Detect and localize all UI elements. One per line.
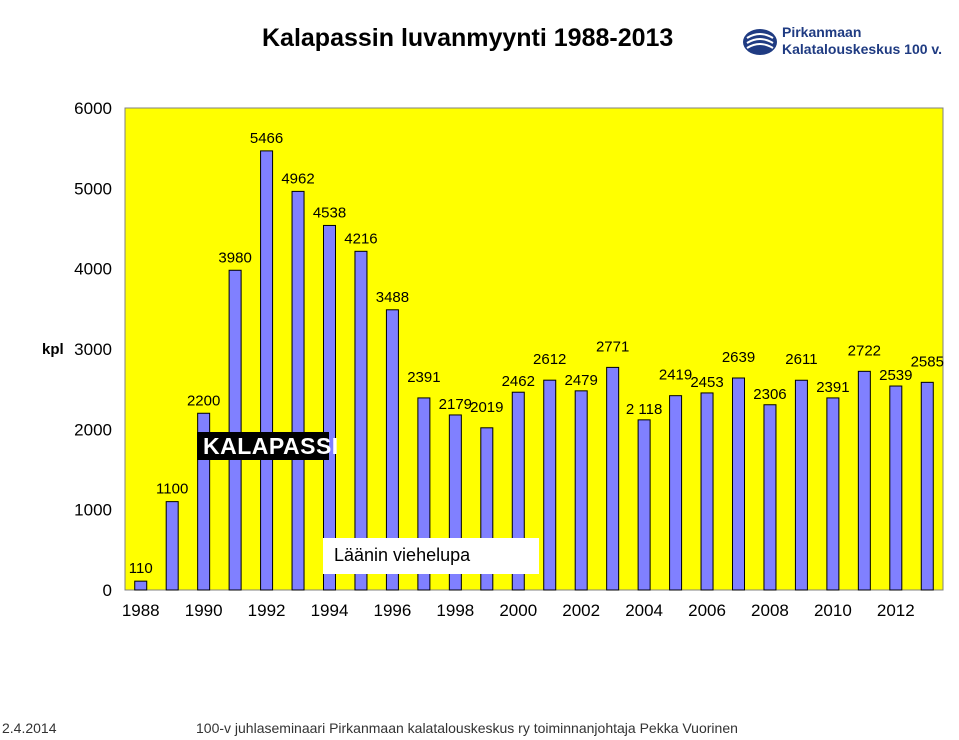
data-label: 2585 (911, 353, 944, 370)
bar (228, 269, 242, 591)
bar (606, 366, 620, 591)
bar (794, 379, 808, 591)
bar (134, 580, 148, 591)
x-tick-label: 1994 (311, 601, 349, 620)
pirkanmaan-logo: Pirkanmaan Kalatalouskeskus 100 v. (742, 24, 947, 60)
bar (826, 397, 840, 591)
data-label: 1100 (156, 481, 188, 498)
logo-line1: Pirkanmaan (782, 24, 862, 40)
bar (889, 385, 903, 591)
x-tick-label: 2010 (814, 601, 852, 620)
bar (700, 392, 714, 591)
kalapassi-logo (197, 432, 329, 460)
x-tick-label: 2004 (625, 601, 663, 620)
data-label: 2179 (439, 396, 472, 413)
bar (857, 370, 871, 591)
data-label: 2612 (533, 351, 566, 368)
data-label: 2391 (816, 379, 849, 396)
data-label: 3980 (218, 249, 251, 266)
y-tick-label: 0 (103, 581, 112, 600)
data-label: 2771 (596, 338, 629, 355)
x-tick-label: 1990 (185, 601, 223, 620)
data-label: 4216 (344, 230, 377, 247)
y-tick-label: 6000 (74, 99, 112, 118)
data-label: 2462 (502, 373, 535, 390)
bar (920, 381, 934, 591)
data-label: 2391 (407, 369, 440, 386)
bar (323, 224, 336, 591)
data-label: 2639 (722, 349, 755, 366)
logo-line2: Kalatalouskeskus 100 v. (782, 41, 943, 57)
x-tick-label: 1998 (436, 601, 474, 620)
x-tick-label: 2002 (562, 601, 600, 620)
bar (732, 377, 745, 591)
bar (291, 190, 305, 591)
x-tick-label: 1996 (374, 601, 412, 620)
x-tick-label: 2008 (751, 601, 789, 620)
x-tick-label: 2000 (499, 601, 537, 620)
bar (385, 309, 399, 591)
bar (260, 150, 274, 591)
plot-area (124, 107, 944, 591)
data-label: 4538 (313, 204, 346, 221)
y-tick-label: 5000 (74, 179, 112, 198)
bar (354, 250, 368, 591)
bar (165, 501, 179, 591)
bar (543, 379, 557, 591)
data-label: 2419 (659, 367, 692, 384)
footer-date: 2.4.2014 (2, 720, 57, 736)
footer-text: 100-v juhlaseminaari Pirkanmaan kalatalo… (196, 720, 738, 736)
data-label: 2722 (848, 342, 881, 359)
annotation-label: Läänin viehelupa (334, 545, 471, 565)
data-label: 2479 (565, 372, 598, 389)
chart-title: Kalapassin luvanmyynti 1988-2013 (262, 24, 674, 52)
bar (574, 390, 588, 591)
annotation-box (323, 538, 539, 574)
data-label: 5466 (250, 130, 283, 147)
y-tick-label: 4000 (74, 260, 112, 279)
bar (763, 404, 777, 591)
data-label: 2611 (785, 351, 817, 368)
y-tick-label: 1000 (74, 501, 112, 520)
fish-logo-icon (743, 29, 777, 55)
y-tick-label: 3000 (74, 340, 112, 359)
data-label: 2453 (690, 374, 723, 391)
data-label: 2 118 (626, 401, 662, 418)
x-tick-label: 1988 (122, 601, 160, 620)
x-tick-label: 2012 (877, 601, 915, 620)
data-label: 110 (129, 560, 153, 577)
data-label: 2306 (753, 386, 786, 403)
bar (637, 419, 651, 591)
data-label: 2539 (879, 367, 912, 384)
y-axis-label: kpl (42, 341, 64, 358)
data-label: 2200 (187, 392, 220, 409)
data-label: 4962 (281, 170, 314, 187)
y-tick-label: 2000 (74, 420, 112, 439)
kalapassi-logo-text: KALAPASSI (203, 433, 339, 459)
data-label: 2019 (470, 399, 503, 416)
x-tick-label: 2006 (688, 601, 726, 620)
data-label: 3488 (376, 289, 409, 306)
bar (669, 395, 683, 591)
x-tick-label: 1992 (248, 601, 286, 620)
